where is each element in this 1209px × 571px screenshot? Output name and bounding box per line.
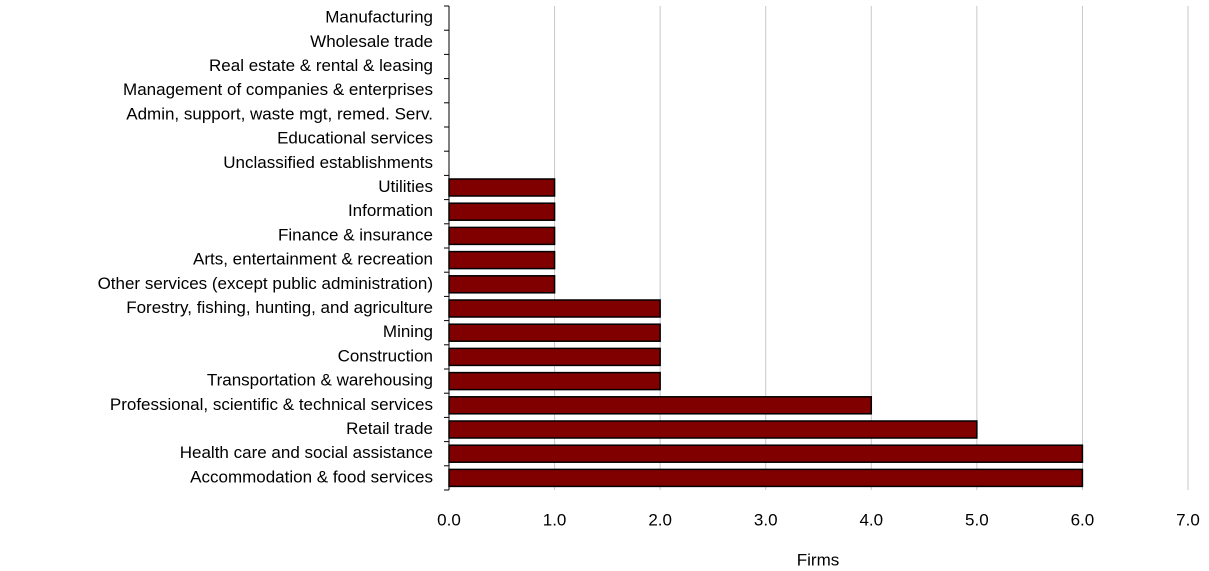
bar — [448, 250, 556, 270]
y-tick-label: Real estate & rental & leasing — [209, 56, 433, 75]
y-tick-label: Educational services — [277, 129, 433, 148]
bar — [448, 178, 556, 197]
bar — [448, 444, 1084, 463]
bar — [448, 396, 873, 415]
y-tick-label: Retail trade — [346, 419, 433, 438]
x-tick-label: 3.0 — [754, 510, 778, 529]
y-tick-label: Health care and social assistance — [180, 443, 433, 462]
y-tick-label: Professional, scientific & technical ser… — [110, 395, 433, 414]
y-tick-label: Transportation & warehousing — [207, 371, 433, 390]
y-tick-label: Arts, entertainment & recreation — [193, 250, 433, 269]
bar — [448, 299, 661, 318]
y-tick-label: Forestry, fishing, hunting, and agricult… — [126, 298, 433, 317]
x-axis-label: Firms — [797, 550, 839, 569]
x-tick-label: 5.0 — [965, 510, 989, 529]
bar — [448, 347, 661, 367]
y-tick-label: Wholesale trade — [310, 32, 433, 51]
x-tick-label: 1.0 — [543, 510, 567, 529]
y-tick-label: Management of companies & enterprises — [123, 80, 433, 99]
bar — [448, 202, 556, 221]
x-tick-label: 0.0 — [437, 510, 461, 529]
y-tick-label: Information — [348, 201, 433, 220]
y-tick-label: Mining — [383, 322, 433, 341]
bar — [448, 420, 978, 439]
bar — [448, 371, 661, 391]
bar — [448, 468, 1084, 488]
bar — [448, 275, 556, 294]
x-tick-label: 4.0 — [859, 510, 883, 529]
x-tick-label: 2.0 — [648, 510, 672, 529]
y-tick-label: Admin, support, waste mgt, remed. Serv. — [126, 104, 433, 123]
y-tick-label: Construction — [338, 346, 433, 365]
y-tick-label: Accommodation & food services — [190, 467, 433, 486]
x-tick-label: 6.0 — [1071, 510, 1095, 529]
y-tick-label: Utilities — [378, 177, 433, 196]
x-tick-label: 7.0 — [1176, 510, 1200, 529]
y-tick-label: Unclassified establishments — [223, 153, 433, 172]
y-tick-label: Manufacturing — [325, 8, 433, 27]
y-tick-label: Other services (except public administra… — [98, 274, 433, 293]
y-tick-label: Finance & insurance — [278, 225, 433, 244]
bar — [448, 226, 556, 246]
bar — [448, 323, 661, 342]
